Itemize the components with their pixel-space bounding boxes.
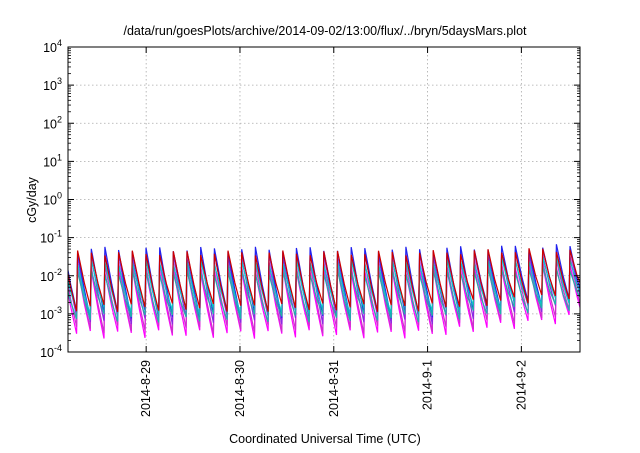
series-line	[68, 263, 580, 339]
y-tick-label: 101	[43, 152, 62, 169]
x-tick-label: 2014-8-30	[233, 360, 247, 417]
series-line	[68, 266, 580, 323]
x-tick-label: 2014-8-31	[327, 360, 341, 417]
x-tick-label: 2014-9-1	[421, 360, 435, 410]
x-tick-label: 2014-8-29	[139, 360, 153, 417]
y-tick-label: 103	[43, 76, 62, 93]
chart-title: /data/run/goesPlots/archive/2014-09-02/1…	[123, 24, 527, 38]
x-tick-label: 2014-9-2	[514, 360, 528, 410]
series-group	[68, 244, 580, 339]
x-axis-label: Coordinated Universal Time (UTC)	[229, 432, 421, 446]
tick-marks	[68, 46, 580, 353]
series-line	[68, 248, 580, 313]
y-tick-label: 104	[43, 38, 62, 55]
y-tick-label: 10-3	[40, 305, 62, 322]
y-tick-label: 10-1	[40, 229, 62, 246]
y-tick-label: 10-4	[40, 343, 62, 360]
y-tick-label: 100	[43, 191, 62, 208]
y-tick-label: 102	[43, 114, 62, 131]
y-axis-label: cGy/day	[25, 176, 39, 223]
series-line	[68, 256, 580, 316]
y-tick-label: 10-2	[40, 267, 62, 284]
